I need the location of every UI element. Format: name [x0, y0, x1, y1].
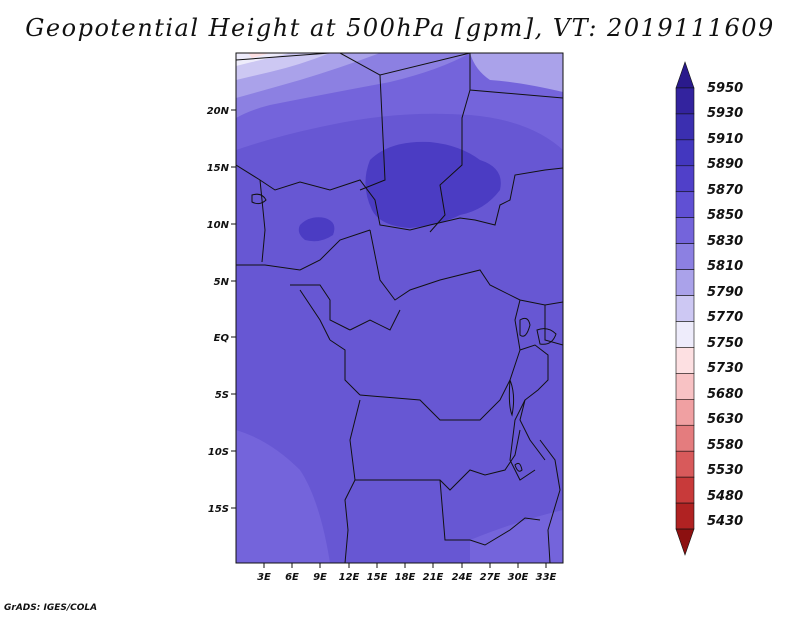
chart-title: Geopotential Height at 500hPa [gpm], VT:…: [25, 14, 775, 42]
colorbar-segment: [675, 191, 695, 218]
colorbar-label: 5580: [707, 438, 743, 453]
colorbar-label: 5810: [707, 259, 743, 274]
latitude-axis: 20N 15N 10N 5N EQ 5S 10S 15S: [207, 106, 236, 515]
lat-label: 10N: [207, 220, 230, 231]
colorbar-label: 5480: [707, 489, 743, 504]
lon-label: 9E: [313, 572, 327, 583]
colorbar-label: 5790: [707, 285, 743, 300]
lon-label: 18E: [395, 572, 416, 583]
lon-label: 6E: [285, 572, 299, 583]
map-frame: [235, 52, 564, 564]
colorbar-segment: [675, 87, 695, 115]
colorbar-label: 5910: [707, 132, 743, 147]
lon-label: 30E: [508, 572, 529, 583]
lat-label: 5S: [215, 390, 229, 401]
lat-label: 5N: [214, 277, 230, 288]
lon-label: 15E: [367, 572, 388, 583]
colorbar-segment: [675, 476, 695, 504]
colorbar-segment: [675, 243, 695, 270]
lat-label: 20N: [207, 106, 230, 117]
colorbar-segment: [675, 269, 695, 296]
colorbar-segment: [675, 165, 695, 193]
colorbar-segment: [675, 450, 695, 478]
colorbar-label: 5730: [707, 361, 743, 376]
lat-label: 10S: [208, 447, 229, 458]
colorbar-segment: [675, 321, 695, 348]
lon-label: 12E: [339, 572, 360, 583]
colorbar-labels: 5950 5930 5910 5890 5870 5850 5830 5810 …: [707, 81, 743, 529]
colorbar-segment: [675, 295, 695, 322]
lat-label: 15S: [208, 504, 229, 515]
height-field: [236, 53, 563, 563]
lon-label: 21E: [423, 572, 444, 583]
colorbar-label: 5830: [707, 234, 743, 249]
colorbar-label: 5430: [707, 514, 743, 529]
colorbar: [675, 61, 695, 556]
lon-label: 24E: [452, 572, 473, 583]
colorbar-label: 5850: [707, 208, 743, 223]
colorbar-segment: [675, 217, 695, 244]
colorbar-top-triangle: [675, 61, 695, 89]
credit-label: GrADS: IGES/COLA: [4, 603, 98, 613]
colorbar-segment: [675, 399, 695, 426]
colorbar-bottom-triangle: [675, 528, 695, 556]
colorbar-label: 5870: [707, 183, 743, 198]
lon-label: 33E: [536, 572, 557, 583]
colorbar-segment: [675, 424, 695, 452]
colorbar-label: 5630: [707, 412, 743, 427]
colorbar-label: 5950: [707, 81, 743, 96]
country-borders: [236, 53, 563, 563]
lon-label: 3E: [257, 572, 271, 583]
colorbar-segment: [675, 373, 695, 400]
colorbar-segment: [675, 347, 695, 374]
colorbar-label: 5680: [707, 387, 743, 402]
colorbar-label: 5750: [707, 336, 743, 351]
colorbar-label: 5770: [707, 310, 743, 325]
colorbar-label: 5930: [707, 106, 743, 121]
colorbar-segment: [675, 139, 695, 167]
colorbar-segment: [675, 113, 695, 141]
longitude-axis: 3E 6E 9E 12E 15E 18E 21E 24E 27E 30E 33E: [257, 563, 557, 583]
colorbar-label: 5530: [707, 463, 743, 478]
colorbar-segment: [675, 502, 695, 530]
lat-label: 15N: [207, 163, 230, 174]
colorbar-label: 5890: [707, 157, 743, 172]
lat-label: EQ: [214, 333, 230, 344]
lon-label: 27E: [480, 572, 501, 583]
